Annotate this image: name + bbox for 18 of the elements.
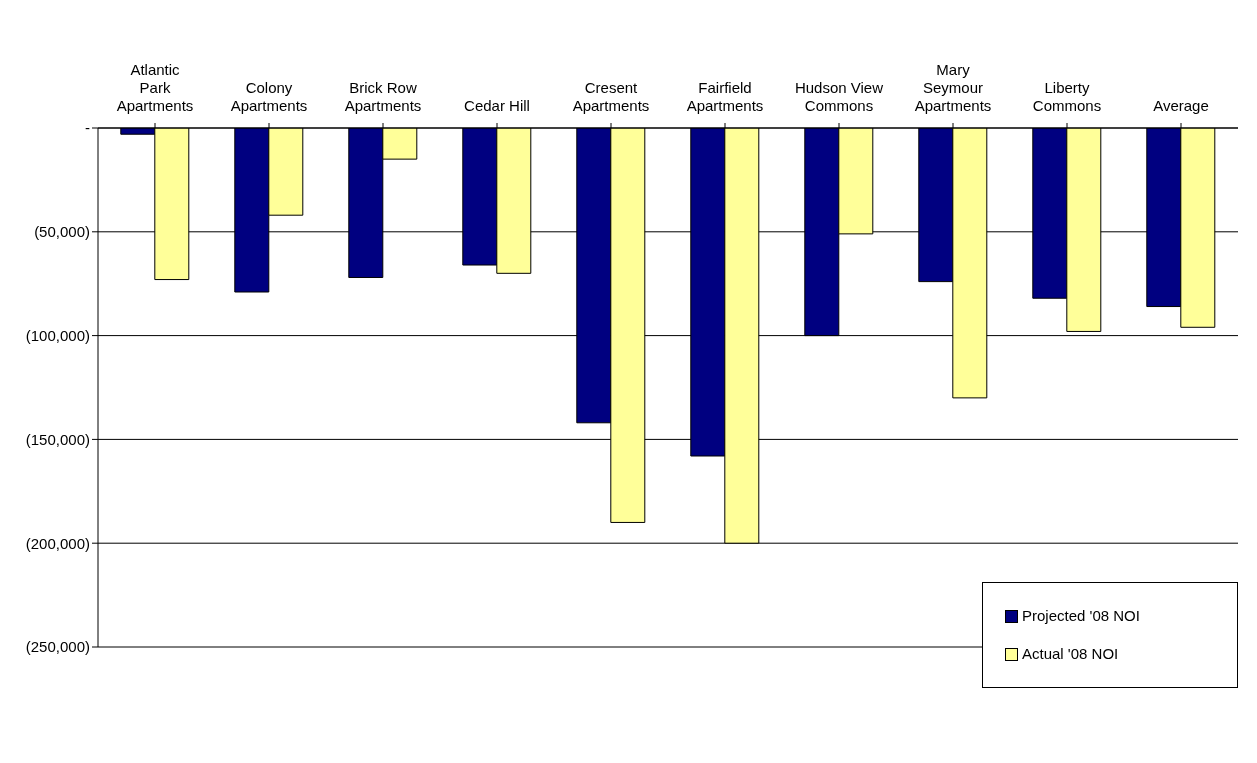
legend-label: Actual '08 NOI <box>1022 644 1119 664</box>
y-tick-label: (50,000) <box>34 223 90 241</box>
legend-label: Projected '08 NOI <box>1022 606 1140 626</box>
x-tick-label: Mary Seymour Apartments <box>914 61 992 114</box>
y-tick-label: (100,000) <box>25 326 90 344</box>
x-tick-label: Cresent Apartments <box>572 79 650 114</box>
x-tick-label: Brick Row Apartments <box>344 79 422 114</box>
x-tick-label: Average <box>1153 97 1209 114</box>
x-tick-label: Atlantic Park Apartments <box>116 61 194 114</box>
x-tick-label: Liberty Commons <box>1032 79 1102 114</box>
y-tick-label: (150,000) <box>25 430 90 448</box>
y-tick-label: (250,000) <box>25 638 90 656</box>
x-tick-label: Hudson View Commons <box>794 79 884 114</box>
x-tick-label: Colony Apartments <box>230 79 308 114</box>
x-tick-label: Fairfield Apartments <box>686 79 764 114</box>
y-tick-label: - <box>85 119 90 137</box>
x-tick-label: Cedar Hill <box>464 97 530 114</box>
y-tick-label: (200,000) <box>25 534 90 552</box>
